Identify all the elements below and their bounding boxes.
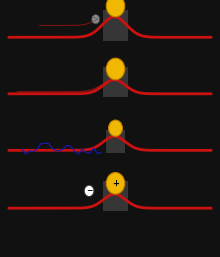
Circle shape xyxy=(108,120,122,136)
Circle shape xyxy=(84,185,94,197)
FancyBboxPatch shape xyxy=(103,67,128,97)
Circle shape xyxy=(106,0,125,17)
Circle shape xyxy=(106,172,125,194)
Text: −: − xyxy=(86,186,92,195)
Circle shape xyxy=(92,15,100,24)
FancyBboxPatch shape xyxy=(103,10,128,41)
Text: +: + xyxy=(112,179,119,188)
FancyBboxPatch shape xyxy=(106,130,125,153)
FancyBboxPatch shape xyxy=(103,181,128,212)
Circle shape xyxy=(106,58,125,80)
